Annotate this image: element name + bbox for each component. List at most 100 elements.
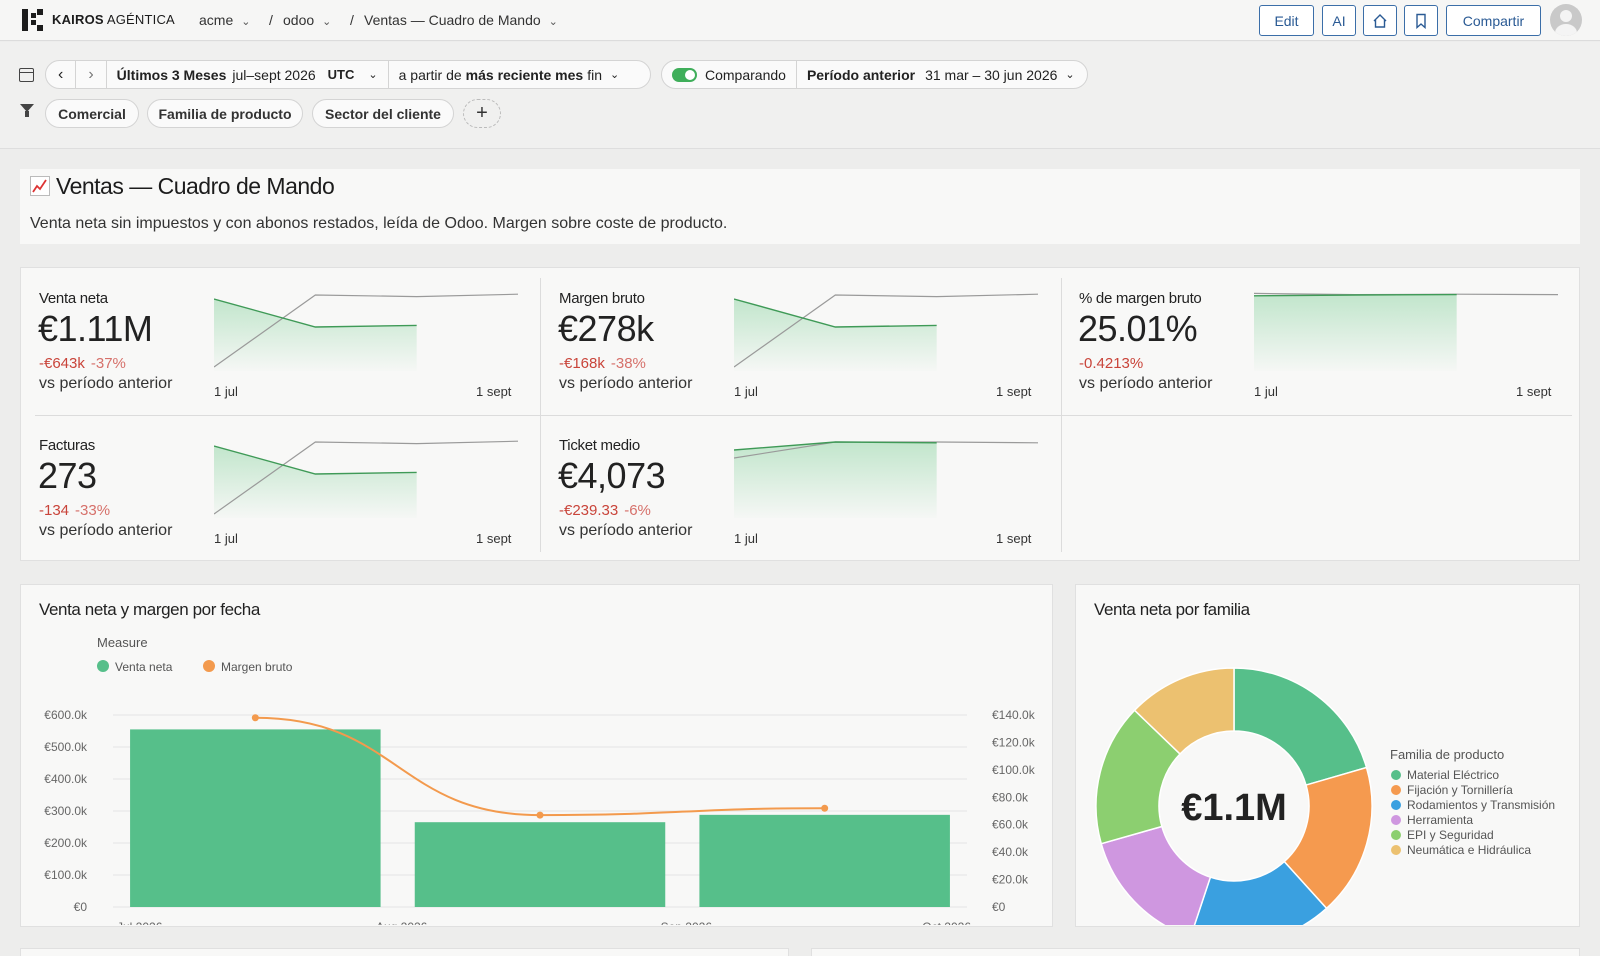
kpi-margen-bruto[interactable]: Margen bruto €278k -€168k -38% vs período… [541, 268, 1049, 411]
chart-increasing-icon [30, 176, 50, 196]
chevron-right-icon: › [88, 65, 94, 83]
breadcrumb-separator: / [269, 12, 273, 28]
legend-label: Margen bruto [221, 660, 293, 674]
bookmark-button[interactable] [1404, 5, 1438, 36]
kpi-label: Venta neta [39, 290, 108, 307]
kpi-delta: -€239.33 -6% [559, 502, 651, 519]
legend-label: EPI y Seguridad [1407, 828, 1494, 842]
x-tick-label: Oct 2026 [922, 920, 971, 925]
legend-swatch [1391, 800, 1401, 810]
legend-label: Neumática e Hidráulica [1407, 843, 1531, 857]
filter-chip-comercial[interactable]: Comercial [45, 99, 139, 128]
breadcrumb-dashboard[interactable]: Ventas — Cuadro de Mando ⌄ [364, 12, 558, 28]
legend-swatch [1391, 845, 1401, 855]
comparison-picker[interactable]: Comparando Período anterior 31 mar – 30 … [661, 60, 1088, 89]
sparkline-current-area [734, 442, 937, 518]
toggle-switch[interactable] [672, 67, 697, 82]
sparkline-current-area [214, 446, 417, 518]
x-tick-label: Sep 2026 [661, 920, 713, 925]
date-range-picker[interactable]: ‹ › Últimos 3 Meses jul–sept 2026 UTC ⌄ … [45, 60, 651, 89]
previous-period-button[interactable]: ‹ [46, 61, 77, 88]
kpi-facturas[interactable]: Facturas 273 -134 -33% vs período anterio… [21, 415, 529, 558]
add-filter-button[interactable]: + [463, 99, 501, 128]
kpi-ticket-medio[interactable]: Ticket medio €4,073 -€239.33 -6% vs perío… [541, 415, 1049, 558]
range-dates: jul–sept 2026 [232, 66, 316, 83]
kpi-sparkline [214, 440, 518, 518]
sparkline-current-line [734, 298, 937, 328]
filter-chip-sector[interactable]: Sector del cliente [312, 99, 454, 128]
compare-label: Comparando [705, 66, 786, 83]
filter-chip-familia[interactable]: Familia de producto [147, 99, 303, 128]
combo-chart-card: Venta neta y margen por fecha Measure Ven… [20, 584, 1053, 927]
top-bar: KAIROS AGÉNTICA acme ⌄ / odoo ⌄ / Ventas —… [0, 0, 1600, 41]
next-period-button[interactable]: › [76, 61, 107, 88]
kpi-divider [1061, 278, 1062, 415]
bar [414, 822, 666, 907]
chart-title: Venta neta por familia [1094, 600, 1250, 619]
anchor-selector[interactable]: a partir de más reciente mes fin ⌄ [389, 61, 630, 88]
kpi-margen-porcentaje[interactable]: % de margen bruto 25.01% -0.4213% vs per… [1061, 268, 1569, 411]
compare-period-selector[interactable]: Período anterior 31 mar – 30 jun 2026 ⌄ [797, 61, 1085, 88]
page-title: Ventas — Cuadro de Mando [30, 173, 335, 200]
chevron-down-icon: ⌄ [322, 16, 332, 28]
line-point [536, 811, 544, 819]
home-pin-button[interactable] [1363, 5, 1397, 36]
kpi-delta: -134 -33% [39, 502, 111, 519]
bookmark-icon [1416, 13, 1426, 29]
compare-toggle[interactable]: Comparando [662, 61, 797, 88]
sparkline-start-date: 1 jul [214, 384, 238, 399]
dashboard-card [20, 948, 789, 956]
kpi-comparison-label: vs período anterior [39, 375, 173, 392]
y-left-tick-label: €600.0k [44, 708, 88, 722]
donut-slice [1233, 667, 1368, 787]
legend-swatch [1391, 770, 1401, 780]
anchor-prefix: a partir de [398, 66, 462, 83]
kpi-label: % de margen bruto [1079, 290, 1202, 307]
kpi-comparison-label: vs período anterior [39, 522, 173, 539]
range-name: Últimos 3 Meses [116, 66, 227, 83]
kpi-venta-neta[interactable]: Venta neta €1.11M -€643k -37% vs período … [21, 268, 529, 411]
timezone-label: UTC [327, 67, 355, 82]
donut-slice [1133, 667, 1235, 756]
kpi-divider [1061, 415, 1062, 552]
y-left-tick-label: €300.0k [44, 804, 88, 818]
breadcrumb-connection[interactable]: odoo ⌄ [283, 12, 332, 28]
compare-period-label: Período anterior [806, 66, 916, 83]
kpi-divider [540, 278, 541, 415]
user-avatar[interactable] [1550, 4, 1582, 36]
combo-chart[interactable]: Measure Venta neta Margen bruto €0 €100.0k €2… [21, 625, 1052, 925]
chart-title: Venta neta y margen por fecha [39, 600, 260, 619]
ai-button[interactable]: AI [1322, 5, 1356, 36]
brand-name[interactable]: KAIROS AGÉNTICA [52, 12, 175, 27]
y-right-tick-label: €60.0k [992, 818, 1029, 832]
donut-center-label: €1.1M [1181, 787, 1287, 829]
anchor-value: más reciente mes [465, 66, 584, 83]
sparkline-current-area [1254, 294, 1457, 371]
kpi-comparison-label: vs período anterior [559, 375, 693, 392]
filter-icon [20, 104, 34, 117]
y-right-tick-label: €40.0k [992, 845, 1029, 859]
legend-swatch [1391, 830, 1401, 840]
x-tick-label: Aug 2026 [376, 920, 428, 925]
share-button[interactable]: Compartir [1446, 5, 1541, 36]
chevron-down-icon: ⌄ [609, 69, 620, 81]
x-tick-label: Jul 2026 [117, 920, 163, 925]
legend-swatch [1391, 785, 1401, 795]
legend-label: Venta neta [115, 660, 173, 674]
date-range-selector[interactable]: Últimos 3 Meses jul–sept 2026 UTC ⌄ [107, 61, 389, 88]
legend-label: Material Eléctrico [1407, 768, 1499, 782]
edit-button[interactable]: Edit [1259, 5, 1314, 36]
breadcrumb-workspace[interactable]: acme ⌄ [199, 12, 251, 28]
y-right-tick-label: €140.0k [992, 708, 1036, 722]
anchor-suffix: fin [587, 66, 602, 83]
y-left-tick-label: €0 [74, 900, 88, 914]
y-right-tick-label: €120.0k [992, 735, 1036, 749]
filter-bar [0, 42, 1600, 149]
donut-chart[interactable]: €1.1M Familia de producto Material Eléctri… [1076, 625, 1579, 925]
y-right-tick-label: €20.0k [992, 873, 1029, 887]
sparkline-current-line [214, 445, 417, 475]
kairos-logo-icon[interactable] [22, 9, 44, 31]
sparkline-end-date: 1 sept [996, 531, 1032, 546]
sparkline-end-date: 1 sept [476, 384, 512, 399]
chevron-down-icon: ⌄ [548, 16, 558, 28]
